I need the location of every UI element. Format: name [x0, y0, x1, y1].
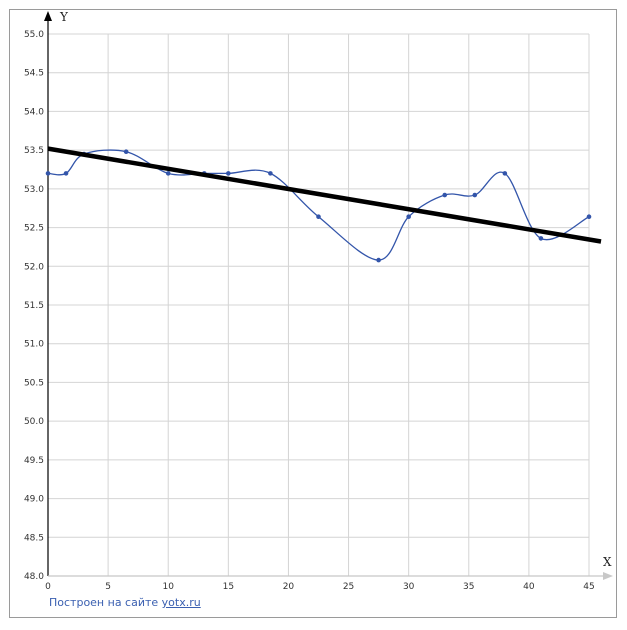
tick-labels: 0 5 10 15 20 25 30 35 40 45 48.0 48.5 49.0 49.5 50.0 50…: [24, 30, 595, 592]
x-tick-label: 5: [105, 582, 111, 592]
x-tick-label: 20: [283, 582, 295, 592]
data-point: [45, 171, 51, 176]
x-tick-label: 45: [583, 582, 594, 592]
data-point: [316, 214, 321, 220]
y-tick-label: 53.5: [24, 146, 44, 156]
x-tick-label: 35: [463, 582, 474, 592]
trend-line: [47, 146, 602, 244]
axes: [44, 11, 613, 580]
y-tick-label: 51.0: [24, 340, 44, 350]
x-tick-label: 25: [343, 582, 354, 592]
data-point: [268, 171, 273, 176]
x-axis-label: X: [603, 555, 612, 569]
x-tick-label: 30: [403, 582, 415, 592]
y-tick-label: 53.0: [24, 185, 44, 195]
y-tick-label: 51.5: [24, 301, 44, 311]
x-tick-label: 15: [223, 582, 234, 592]
x-tick-label: 10: [162, 582, 174, 592]
y-tick-label: 49.5: [24, 456, 44, 466]
y-tick-label: 54.5: [24, 69, 44, 79]
grid: [47, 33, 590, 577]
data-point: [376, 257, 381, 263]
y-axis-arrow: [44, 11, 52, 21]
data-point: [63, 171, 69, 176]
credit-link[interactable]: yotx.ru: [161, 596, 201, 609]
y-tick-label: 52.5: [24, 224, 44, 234]
y-tick-label: 54.0: [24, 107, 44, 117]
data-point: [123, 149, 129, 154]
data-point: [586, 214, 592, 220]
x-tick-label: 0: [45, 582, 51, 592]
data-point: [472, 192, 478, 198]
y-tick-label: 52.0: [24, 262, 44, 272]
data-point: [165, 171, 171, 176]
credit-text: Построен на сайте: [49, 596, 159, 609]
data-series-line: [47, 149, 590, 261]
x-tick-label: 40: [523, 582, 535, 592]
y-tick-label: 48.5: [24, 533, 44, 543]
x-axis-arrow: [603, 572, 613, 580]
y-axis-label: Y: [59, 10, 69, 24]
y-tick-label: 50.5: [24, 378, 44, 388]
y-tick-label: 50.0: [24, 417, 44, 427]
series-layer: [45, 146, 602, 263]
credit-line: Построен на сайте yotx.ru: [49, 596, 201, 609]
data-point: [502, 171, 508, 176]
chart-frame: [9, 9, 617, 618]
y-tick-label: 48.0: [24, 572, 44, 582]
data-point: [406, 214, 411, 220]
data-point: [226, 171, 231, 176]
data-point: [442, 192, 448, 198]
y-tick-label: 49.0: [24, 495, 44, 505]
y-tick-label: 55.0: [24, 30, 44, 40]
data-point: [538, 236, 544, 241]
